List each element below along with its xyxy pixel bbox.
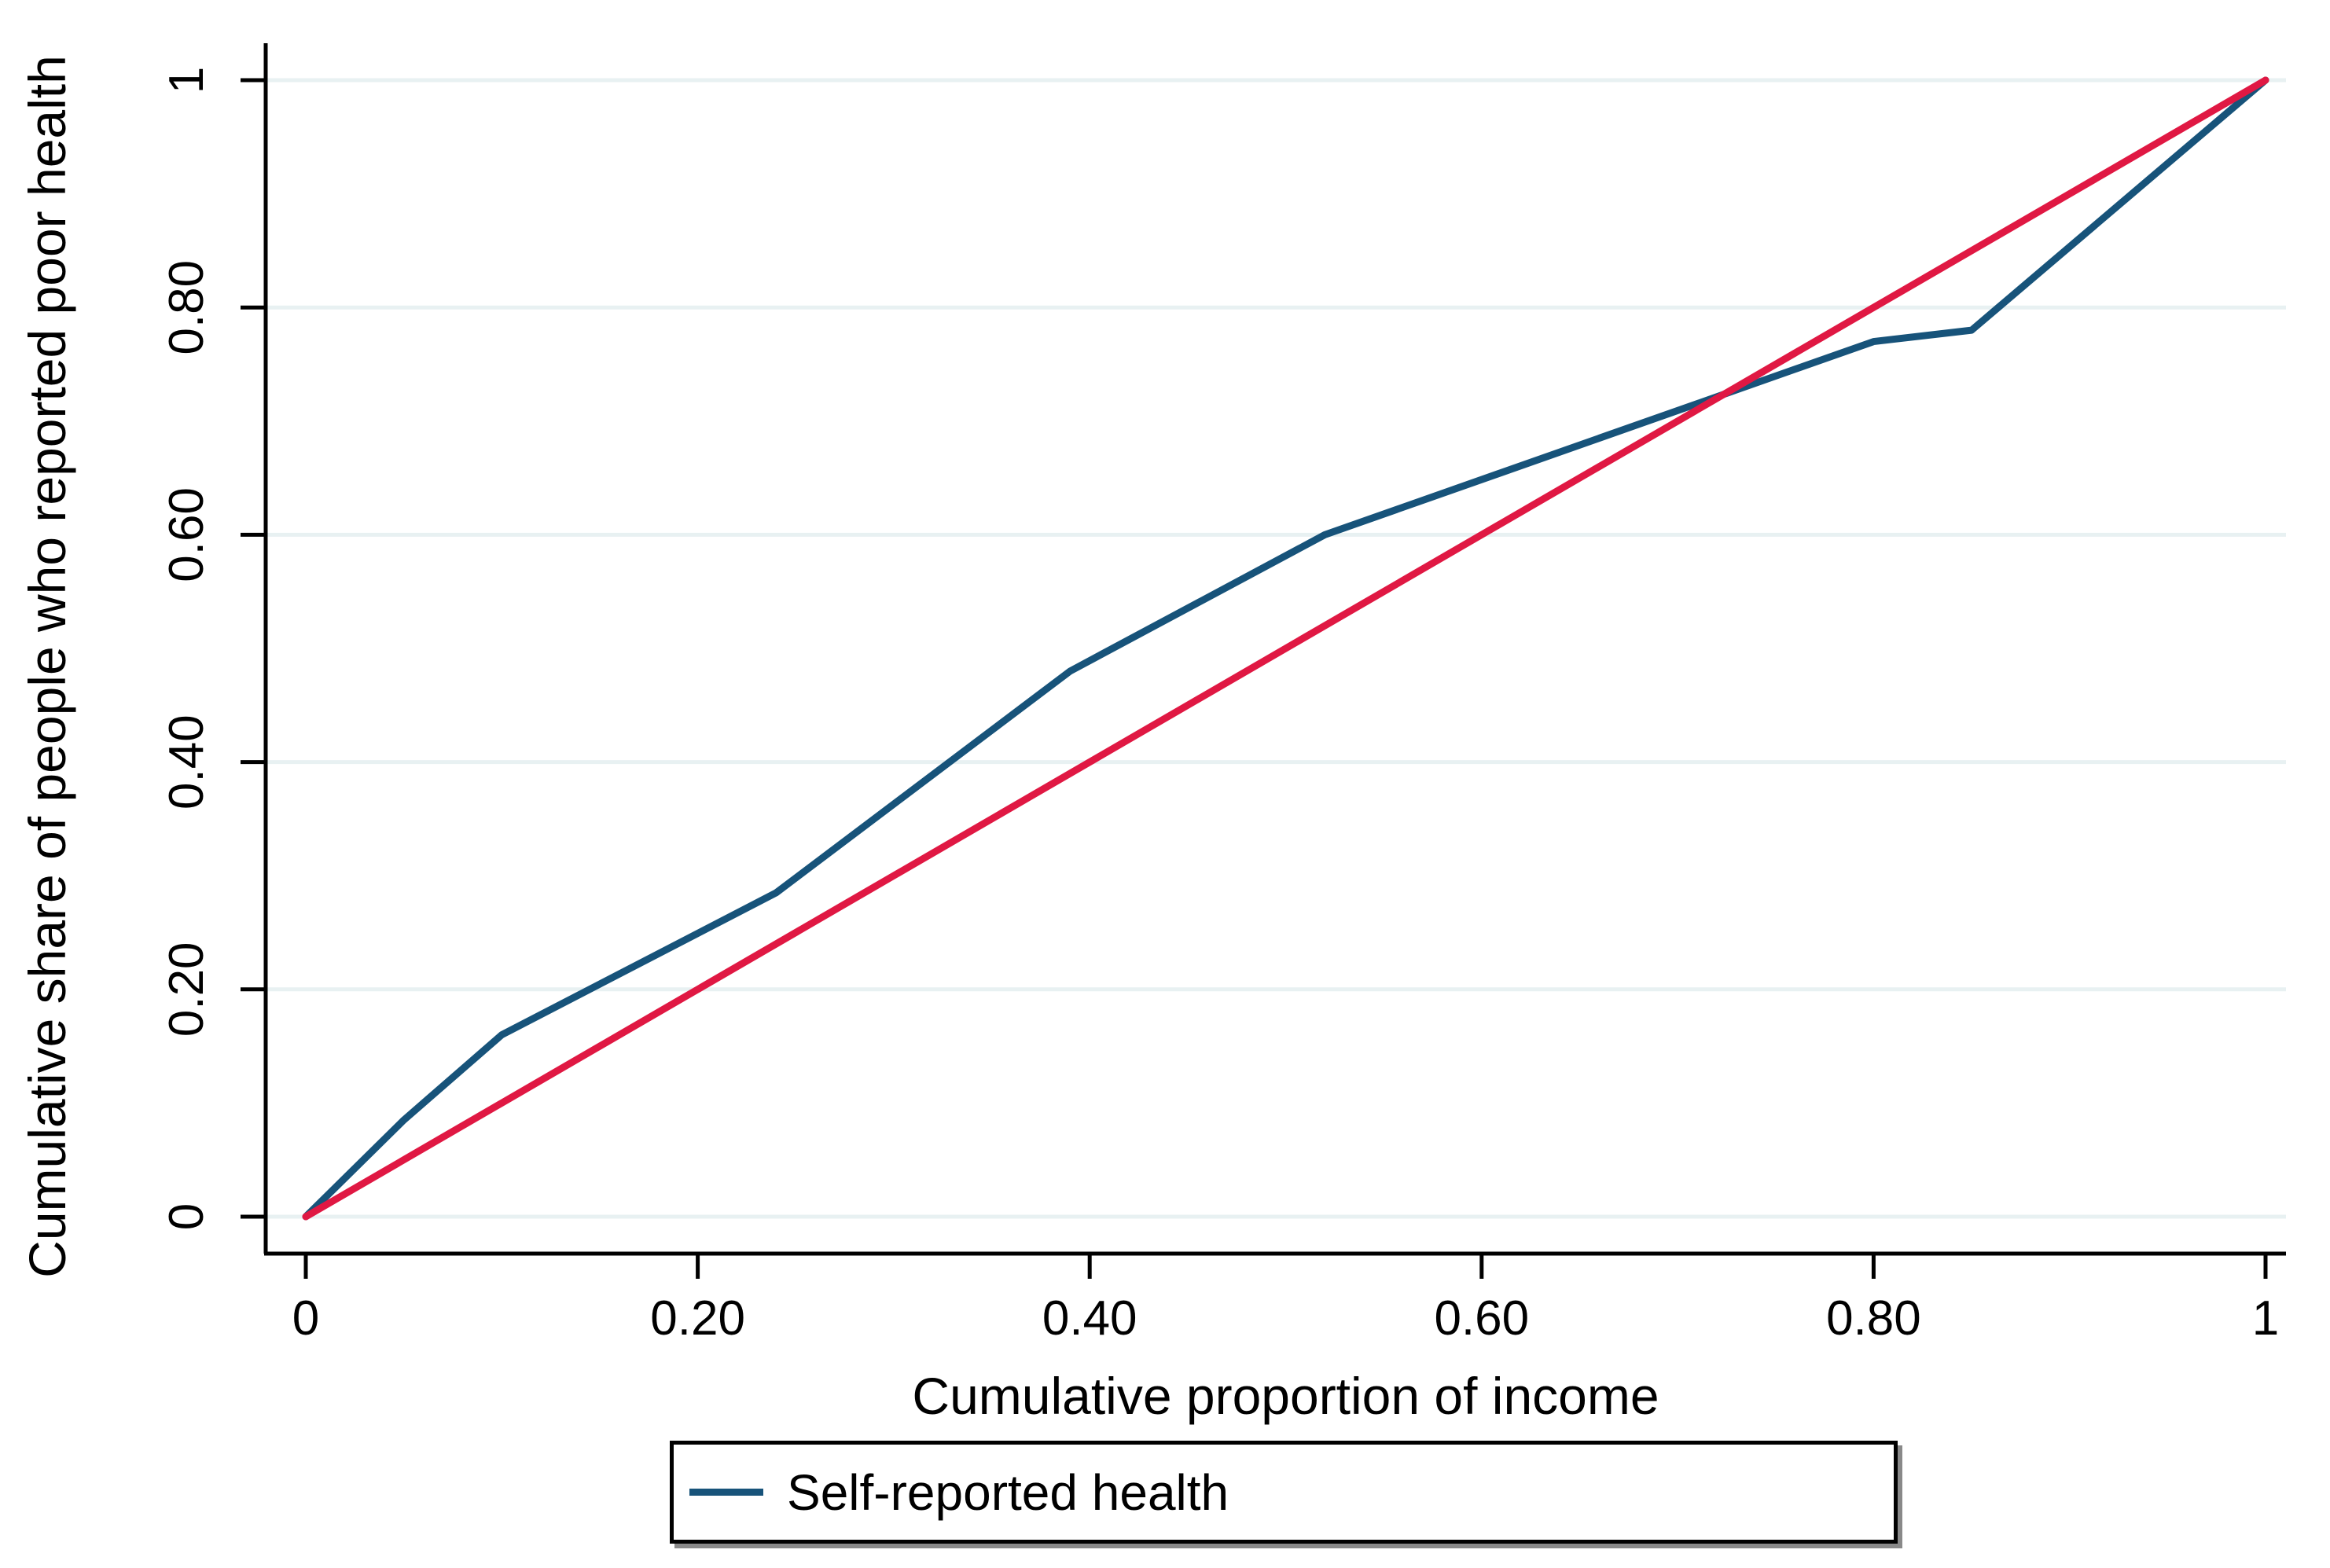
x-axis-title: Cumulative proportion of income (912, 1367, 1659, 1425)
legend-line-swatch (689, 1489, 763, 1496)
y-tick-label: 0.60 (160, 487, 214, 582)
series-line-line-of-equality (302, 76, 2269, 1221)
x-tick-label: 0.80 (1826, 1291, 1921, 1346)
y-axis-title: Cumulative share of people who reported … (18, 55, 76, 1278)
y-tick-label: 0.40 (160, 714, 214, 810)
x-tick-label: 0.40 (1042, 1291, 1137, 1346)
x-tick-label: 0.20 (650, 1291, 745, 1346)
x-tick-label: 1 (2252, 1291, 2279, 1346)
x-tick-label: 0.60 (1434, 1291, 1529, 1346)
y-tick-label: 0 (160, 1203, 214, 1230)
series-line-self-reported-health (302, 76, 2269, 1221)
y-tick-label: 1 (160, 67, 214, 94)
x-tick-label: 0 (292, 1291, 319, 1346)
legend: Self-reported health (670, 1441, 1898, 1544)
legend-entry-label: Self-reported health (787, 1463, 1229, 1521)
y-tick-label: 0.20 (160, 942, 214, 1037)
y-tick-label: 0.80 (160, 260, 214, 355)
